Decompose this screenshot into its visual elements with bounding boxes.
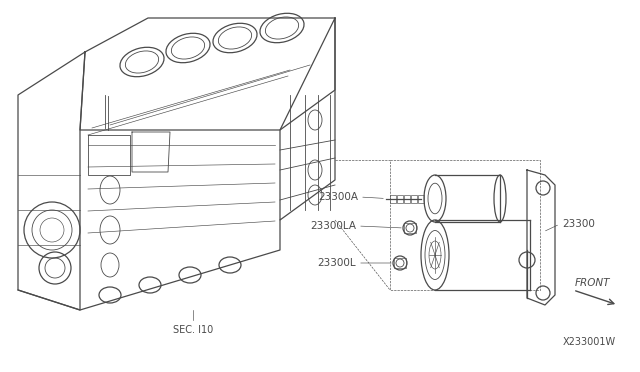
Text: 23300A: 23300A: [318, 192, 358, 202]
Bar: [390, 195, 396, 202]
Bar: [418, 195, 424, 202]
Text: FRONT: FRONT: [575, 278, 611, 288]
Bar: [411, 195, 417, 202]
Text: 23300L: 23300L: [317, 258, 356, 268]
Text: 23300: 23300: [562, 219, 595, 229]
Bar: [397, 195, 403, 202]
Text: 23300LA: 23300LA: [310, 221, 356, 231]
Bar: [404, 195, 410, 202]
Text: SEC. I10: SEC. I10: [173, 325, 213, 335]
Text: X233001W: X233001W: [563, 337, 616, 347]
